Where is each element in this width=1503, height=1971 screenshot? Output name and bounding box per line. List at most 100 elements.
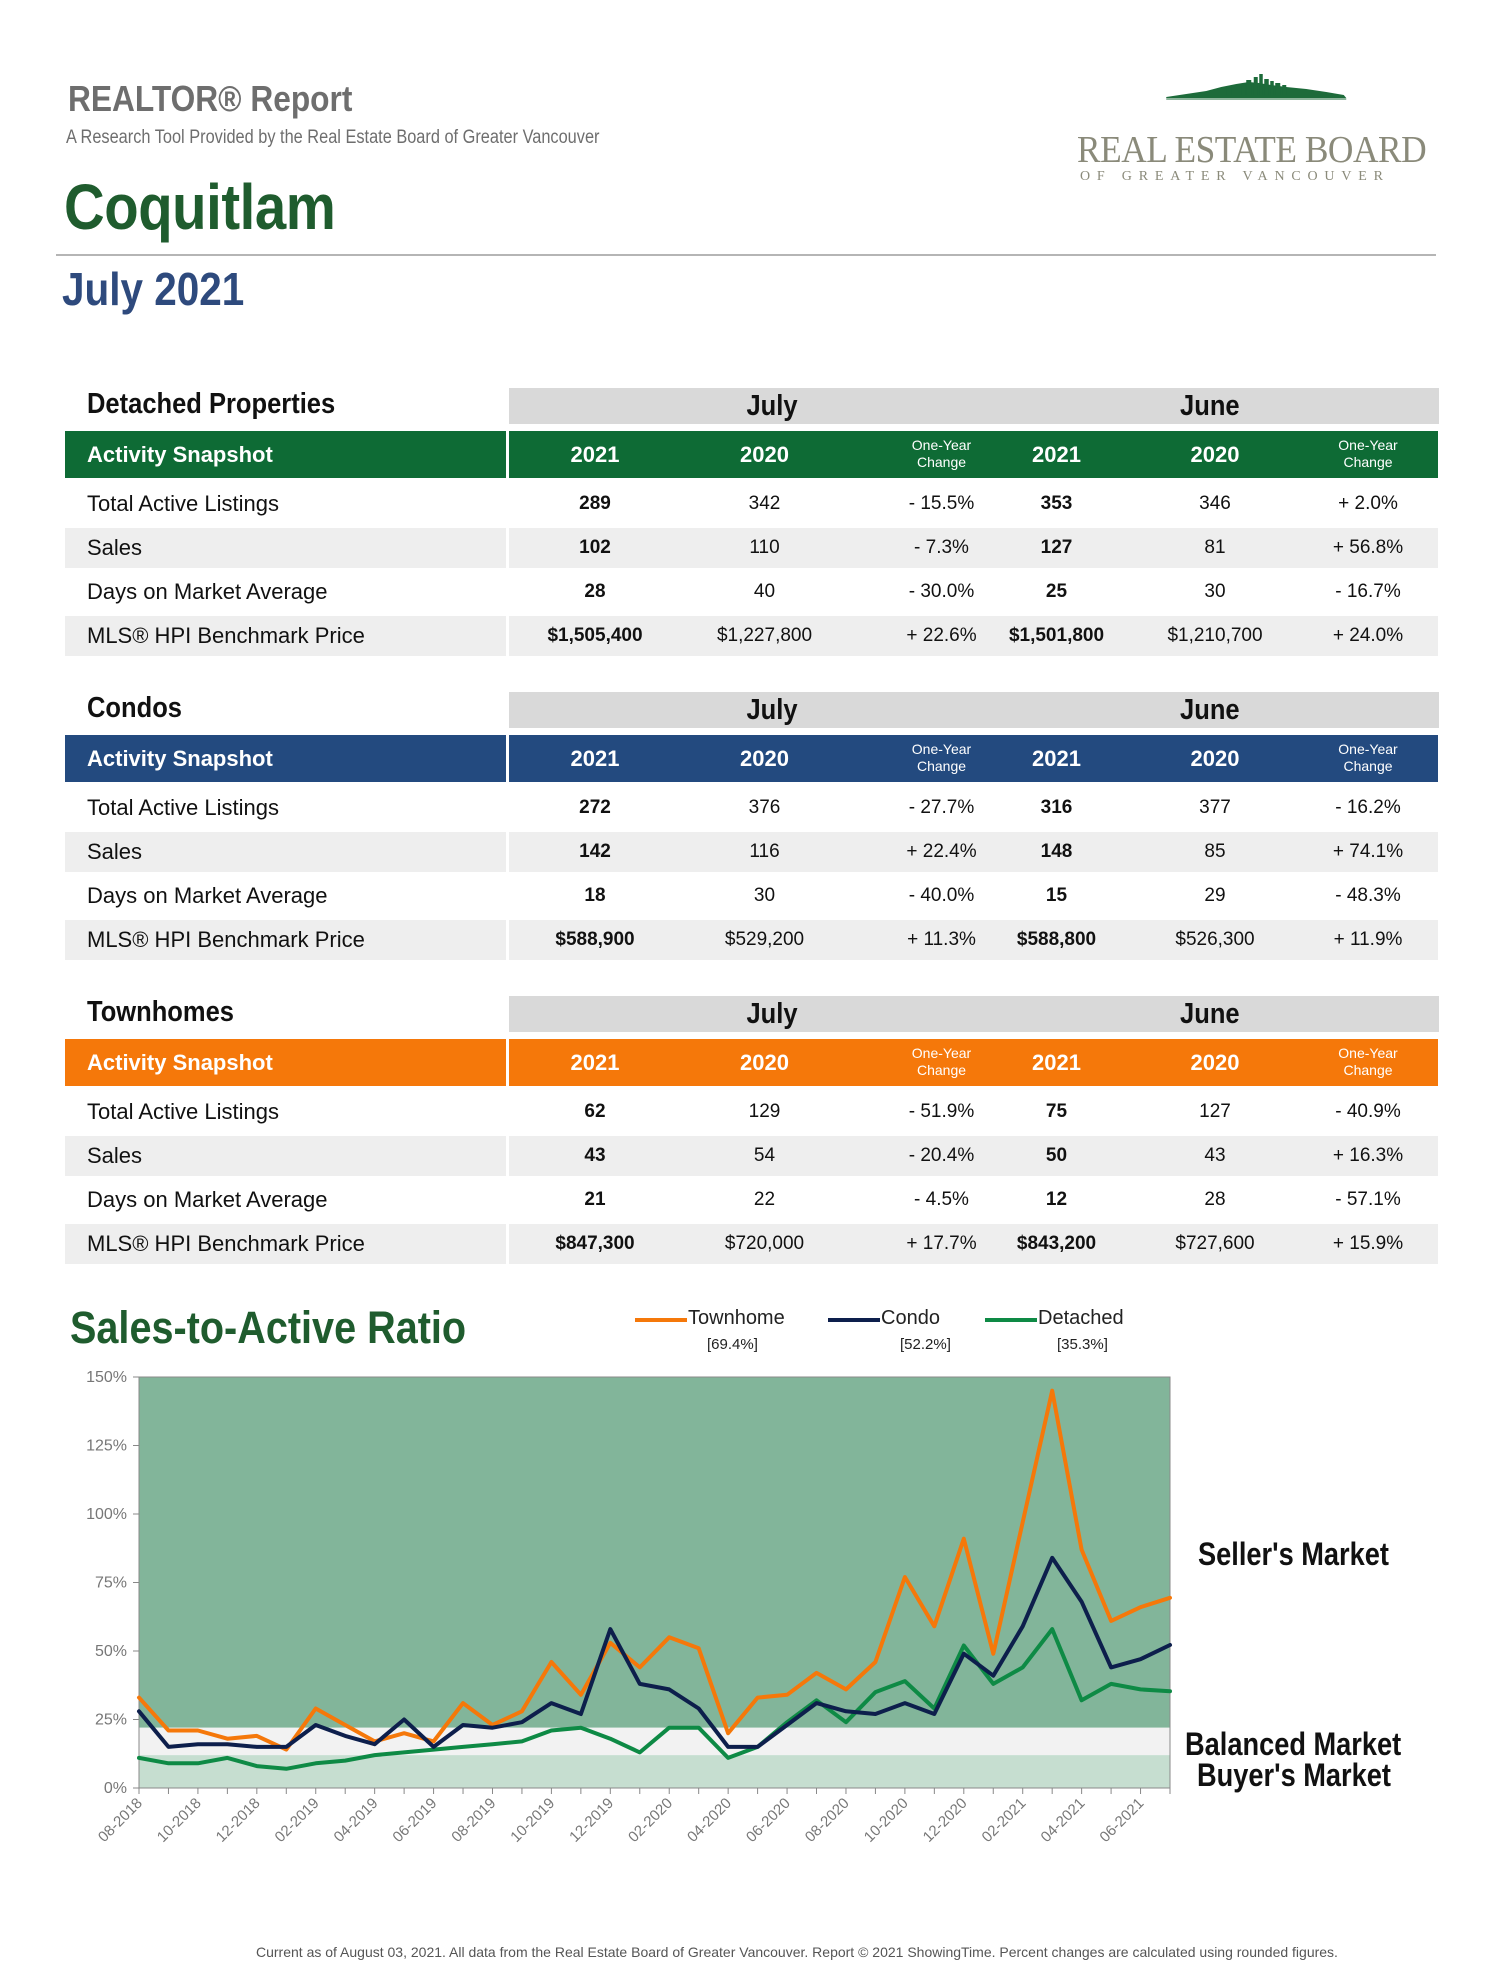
y-tick-label: 125% [86, 1438, 127, 1455]
cell-m1-chg: - 51.9% [908, 1101, 975, 1122]
cell-m2-2021: $843,200 [981, 1224, 1132, 1264]
cell-m1-2020: 116 [681, 832, 848, 872]
cell-m2-2020: 127 [1199, 1101, 1231, 1122]
column-header: 2021 [509, 431, 681, 478]
y-tick-label: 0% [104, 1780, 127, 1797]
cell-m2-chg: - 48.3% [1335, 885, 1401, 906]
cell-m2-chg: + 15.9% [1298, 1224, 1438, 1264]
y-tick-label: 150% [86, 1369, 127, 1386]
row-label: MLS® HPI Benchmark Price [65, 920, 506, 960]
cell-m1-chg: - 15.5% [908, 493, 975, 514]
cell-m1-2021: 289 [579, 493, 611, 514]
change-label: One-Year [911, 437, 972, 453]
cell-m1-chg: - 40.0% [908, 885, 975, 906]
month-header: July [509, 388, 1035, 424]
table-row: Sales 102 110- 7.3% 127 81 + 56.8% [65, 528, 1440, 568]
row-label: Total Active Listings [87, 491, 279, 516]
change-label: Change [1343, 1062, 1393, 1078]
column-header: 2020 [1132, 735, 1298, 782]
header-divider [56, 254, 1436, 256]
cell-m2-2020: 81 [1132, 528, 1298, 568]
cell-m1-chg: - 30.0% [908, 581, 975, 602]
cell-m1-2020: 342 [748, 493, 781, 514]
sellers-zone [139, 1377, 1170, 1728]
row-label: Days on Market Average [87, 579, 328, 604]
column-header: 2020 [1132, 431, 1298, 478]
cell-m2-chg: - 16.2% [1335, 797, 1401, 818]
column-header: 2021 [981, 735, 1132, 782]
x-tick-label: 08-2019 [448, 1795, 499, 1846]
cell-m1-2020: 40 [753, 581, 776, 602]
footer-note: Current as of August 03, 2021. All data … [256, 1944, 1338, 1960]
row-label: Sales [65, 528, 506, 568]
month-header: July [509, 996, 1035, 1032]
cell-m1-2020: 110 [681, 528, 848, 568]
change-label: Change [1343, 758, 1393, 774]
legend-swatch [828, 1318, 880, 1322]
activity-snapshot-header: Activity Snapshot [65, 431, 506, 478]
column-header: One-Year Change [1298, 1039, 1438, 1086]
cell-m2-2021: 127 [981, 528, 1132, 568]
cell-m1-2020: 30 [753, 885, 776, 906]
month-label: July [746, 694, 798, 726]
cell-m2-2020: $727,600 [1132, 1224, 1298, 1264]
x-tick-label: 08-2018 [95, 1795, 146, 1846]
table-row: MLS® HPI Benchmark Price $847,300 $720,000… [65, 1224, 1440, 1264]
table-row: Sales 142 116 + 22.4% 148 85 + 74.1% [65, 832, 1440, 872]
cell-m1-2020: $1,227,800 [681, 616, 848, 656]
snapshot-label: Activity Snapshot [87, 746, 273, 771]
cell-m2-2021: 12 [1045, 1189, 1068, 1210]
cell-m1-2021: $588,900 [509, 920, 681, 960]
cell-m2-chg: + 74.1% [1298, 832, 1438, 872]
table-row: Total Active Listings 62 129 - 51.9% 75 127 - … [65, 1092, 1440, 1132]
cell-m1-2020: 22 [753, 1189, 776, 1210]
change-label: One-Year [1338, 1045, 1398, 1061]
cell-m1-2021: 102 [509, 528, 681, 568]
report-subtitle: A Research Tool Provided by the Real Est… [66, 127, 600, 148]
cell-m2-2021: 75 [1045, 1101, 1068, 1122]
row-label: MLS® HPI Benchmark Price [65, 1224, 506, 1264]
month-header: July [509, 692, 1035, 728]
cell-m2-2021: 148 [981, 832, 1132, 872]
table-row: Days on Market Average 28 40 - 30.0% 25 30 - 1… [65, 572, 1440, 612]
cell-m2-2021: 50 [981, 1136, 1132, 1176]
cell-m1-2021: $1,505,400 [509, 616, 681, 656]
column-header: 2020 [681, 1039, 848, 1086]
series-line-townhome [137, 1388, 1172, 1752]
row-label: Total Active Listings [87, 1099, 279, 1124]
month-label: June [1180, 998, 1240, 1030]
column-header: 2021 [981, 1039, 1132, 1086]
row-label: Total Active Listings [87, 795, 279, 820]
table-townhomes: Townhomes July June Activity Snapshot 2021 20… [65, 996, 1440, 1266]
cell-m1-chg: - 27.7% [908, 797, 975, 818]
table-row: MLS® HPI Benchmark Price $1,505,400 $1,227… [65, 616, 1440, 656]
change-label: One-Year [911, 741, 972, 757]
cell-m1-2020: $720,000 [681, 1224, 848, 1264]
month-header: June [981, 692, 1439, 728]
cell-m2-2020: 377 [1199, 797, 1231, 818]
x-tick-label: 10-2020 [861, 1795, 912, 1846]
table-row: Days on Market Average 18 30 - 40.0% 15 29 - 4… [65, 876, 1440, 916]
cell-m2-chg: - 40.9% [1335, 1101, 1401, 1122]
row-label: Sales [65, 1136, 506, 1176]
change-label: Change [916, 454, 967, 470]
cell-m2-chg: + 2.0% [1338, 493, 1398, 514]
cell-m2-2020: $1,210,700 [1132, 616, 1298, 656]
cell-m1-2021: 28 [584, 581, 606, 602]
area-title: Coquitlam [64, 171, 336, 243]
cell-m2-2021: 316 [1040, 797, 1073, 818]
y-tick-label: 25% [95, 1712, 127, 1729]
cell-m2-2021: $1,501,800 [981, 616, 1132, 656]
y-tick-label: 100% [86, 1506, 127, 1523]
table-condos: Condos July June Activity Snapshot 2021 2020 O… [65, 692, 1440, 962]
series-line-detached [137, 1627, 1172, 1771]
column-header: One-Year Change [1298, 735, 1438, 782]
change-label: One-Year [1338, 437, 1398, 453]
x-tick-label: 12-2020 [920, 1795, 971, 1846]
balanced-zone [139, 1727, 1170, 1756]
column-header: 2020 [1132, 1039, 1298, 1086]
table-row: Sales 43 54- 20.4% 50 43 + 16.3% [65, 1136, 1440, 1176]
cell-m2-chg: - 16.7% [1335, 581, 1401, 602]
cell-m2-chg: + 24.0% [1298, 616, 1438, 656]
month-header: June [981, 996, 1439, 1032]
